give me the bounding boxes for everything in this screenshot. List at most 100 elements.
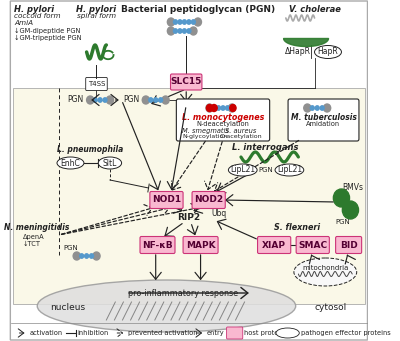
Text: entry: entry xyxy=(207,330,224,336)
Circle shape xyxy=(178,29,182,33)
Text: BID: BID xyxy=(340,240,358,250)
FancyBboxPatch shape xyxy=(13,88,365,304)
Text: XIAP: XIAP xyxy=(262,240,286,250)
Circle shape xyxy=(174,29,178,33)
Circle shape xyxy=(211,104,217,112)
Circle shape xyxy=(90,254,94,258)
Text: mitochondria: mitochondria xyxy=(302,265,348,271)
FancyBboxPatch shape xyxy=(288,99,359,141)
FancyBboxPatch shape xyxy=(86,77,107,90)
Text: PGN: PGN xyxy=(336,219,351,225)
FancyBboxPatch shape xyxy=(183,237,218,253)
Circle shape xyxy=(93,252,100,260)
Text: activation: activation xyxy=(29,330,62,336)
Text: SMAC: SMAC xyxy=(298,240,327,250)
Circle shape xyxy=(187,29,191,33)
Ellipse shape xyxy=(294,258,357,286)
Circle shape xyxy=(212,106,216,110)
Ellipse shape xyxy=(314,45,342,59)
FancyBboxPatch shape xyxy=(150,192,183,208)
Text: ΔpenA: ΔpenA xyxy=(23,234,44,240)
Circle shape xyxy=(80,254,84,258)
Text: spiral form: spiral form xyxy=(77,13,116,19)
Circle shape xyxy=(178,20,182,24)
Text: ΔHapR: ΔHapR xyxy=(285,47,311,57)
Circle shape xyxy=(221,106,225,110)
Circle shape xyxy=(103,98,107,102)
Ellipse shape xyxy=(228,164,257,176)
Text: inhibition: inhibition xyxy=(78,330,109,336)
Text: HapR: HapR xyxy=(318,47,338,57)
Text: L. monocytogenes: L. monocytogenes xyxy=(182,113,264,122)
FancyBboxPatch shape xyxy=(226,327,243,339)
FancyBboxPatch shape xyxy=(140,237,175,253)
Circle shape xyxy=(162,96,169,104)
Text: AmiA: AmiA xyxy=(14,20,33,26)
Circle shape xyxy=(206,104,213,112)
Text: Bacterial peptidoglycan (PGN): Bacterial peptidoglycan (PGN) xyxy=(121,5,275,14)
Ellipse shape xyxy=(275,164,304,176)
Text: S. aureus: S. aureus xyxy=(225,128,257,134)
Circle shape xyxy=(93,98,97,102)
Text: PGN: PGN xyxy=(259,167,274,173)
FancyBboxPatch shape xyxy=(170,74,202,90)
Text: NOD1: NOD1 xyxy=(152,195,181,205)
Ellipse shape xyxy=(37,280,296,332)
Text: Amidation: Amidation xyxy=(306,121,340,127)
FancyBboxPatch shape xyxy=(336,237,362,253)
Text: T4SS: T4SS xyxy=(88,81,105,87)
Ellipse shape xyxy=(57,157,84,169)
Text: L. pneumophila: L. pneumophila xyxy=(57,146,123,154)
Circle shape xyxy=(159,98,163,102)
Circle shape xyxy=(190,27,197,35)
Circle shape xyxy=(167,27,174,35)
Circle shape xyxy=(230,104,236,112)
Circle shape xyxy=(226,106,230,110)
Circle shape xyxy=(167,18,174,26)
Circle shape xyxy=(182,20,186,24)
Text: MAPK: MAPK xyxy=(186,240,215,250)
Text: BMVs: BMVs xyxy=(343,182,364,192)
Circle shape xyxy=(142,96,150,104)
Text: NOD2: NOD2 xyxy=(194,195,223,205)
Text: LipL21: LipL21 xyxy=(277,165,302,175)
Text: O-acetylation: O-acetylation xyxy=(220,134,262,139)
Circle shape xyxy=(174,20,178,24)
Text: PGN: PGN xyxy=(67,95,83,104)
Circle shape xyxy=(73,252,80,260)
Circle shape xyxy=(87,96,94,104)
Circle shape xyxy=(304,104,311,112)
Circle shape xyxy=(228,104,236,112)
Ellipse shape xyxy=(276,328,299,338)
Text: PGN: PGN xyxy=(63,245,78,251)
Circle shape xyxy=(310,106,314,110)
Text: M. tuberculosis: M. tuberculosis xyxy=(290,113,356,122)
Text: SltL: SltL xyxy=(103,159,117,167)
Text: PGN: PGN xyxy=(123,95,140,104)
Circle shape xyxy=(342,201,358,219)
Text: EnhC: EnhC xyxy=(60,159,80,167)
Text: S. flexneri: S. flexneri xyxy=(274,223,320,233)
FancyBboxPatch shape xyxy=(10,1,368,340)
Text: V. cholerae: V. cholerae xyxy=(288,5,340,14)
Circle shape xyxy=(320,106,324,110)
Circle shape xyxy=(149,98,153,102)
Text: nucleus: nucleus xyxy=(50,303,85,312)
FancyBboxPatch shape xyxy=(192,192,225,208)
Circle shape xyxy=(333,189,350,207)
Ellipse shape xyxy=(98,157,122,169)
Text: ↓GM-dipeptide PGN: ↓GM-dipeptide PGN xyxy=(14,28,80,34)
Circle shape xyxy=(192,20,195,24)
Text: N-deacetylation: N-deacetylation xyxy=(196,121,250,127)
Circle shape xyxy=(85,254,88,258)
Text: Ubq: Ubq xyxy=(211,209,226,219)
FancyBboxPatch shape xyxy=(296,237,329,253)
Circle shape xyxy=(216,106,220,110)
Circle shape xyxy=(182,29,186,33)
Text: NF-κB: NF-κB xyxy=(142,240,173,250)
Text: pro-inflammatory response: pro-inflammatory response xyxy=(128,288,238,297)
Circle shape xyxy=(187,20,191,24)
Text: RIP2: RIP2 xyxy=(177,212,200,222)
Text: M. smegmatis: M. smegmatis xyxy=(182,128,228,134)
Text: H. pylori: H. pylori xyxy=(14,5,54,14)
